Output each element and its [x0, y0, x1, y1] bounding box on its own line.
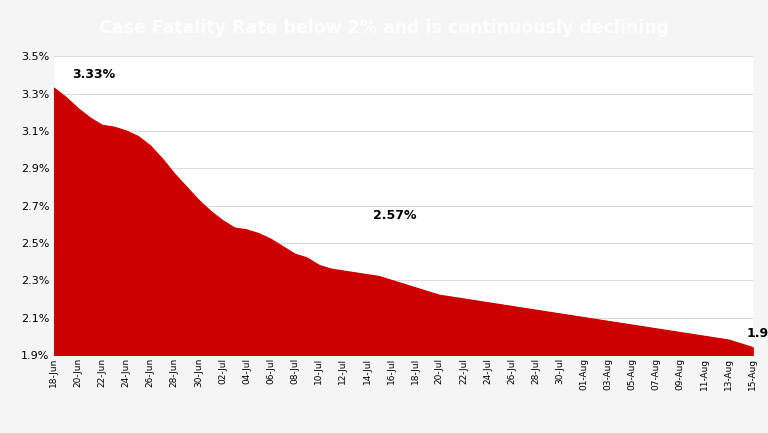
Text: 3.33%: 3.33%	[72, 68, 115, 81]
Text: 1.94%: 1.94%	[746, 327, 768, 340]
Text: 2.57%: 2.57%	[373, 210, 416, 223]
Text: Case Fatality Rate below 2% and is continuously declining: Case Fatality Rate below 2% and is conti…	[99, 19, 669, 37]
